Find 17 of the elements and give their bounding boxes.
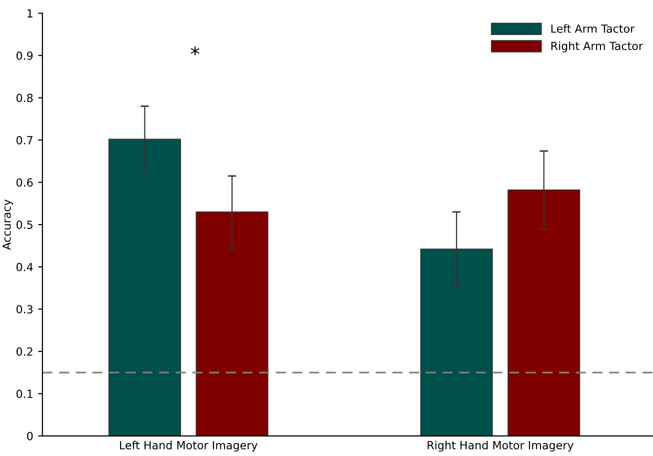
legend-label: Right Arm Tactor [551,42,644,52]
y-tick-label: 0.3 [16,305,33,314]
y-tick-label: 0.2 [16,347,32,356]
y-tick-label: 0.7 [16,136,32,144]
legend-label: Left Arm Tactor [551,24,635,33]
y-tick-label: 0.8 [16,94,33,102]
y-tick-label: 0.1 [16,390,32,398]
y-tick-label: 0.6 [16,178,33,187]
annotation: * [190,46,200,56]
y-tick-label: 0.5 [16,220,32,229]
y-tick-label: 0 [27,432,33,440]
y-axis-title: Accuracy [2,200,13,250]
x-tick-label: Left Hand Motor Imagery [120,440,258,452]
y-tick-label: 0.9 [16,51,33,60]
y-tick-label: 0.4 [16,262,33,272]
y-tick-label: 1 [28,9,32,18]
x-tick-label: Right Hand Motor Imagery [428,440,574,452]
